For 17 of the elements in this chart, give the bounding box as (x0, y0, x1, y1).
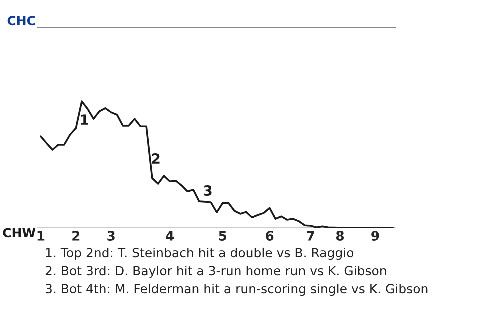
text: CHW (3, 228, 36, 238)
x-tick-label: 2 (72, 231, 80, 241)
text: CHC (8, 16, 36, 26)
x-tick-label: 4 (166, 231, 174, 241)
text: 2. Bot 3rd: D. Baylor hit a 3-run home run vs K. Gibson (46, 266, 386, 278)
x-tick-label: 3 (108, 231, 115, 241)
annotation: 3 (204, 186, 212, 196)
x-tick-label: 6 (266, 231, 274, 241)
text: 3. Bot 4th: M. Felderman hit a run-scoring single vs K. Gibson (46, 284, 428, 296)
x-tick-label: 1 (38, 231, 45, 241)
text: 1. Top 2nd: T. Steinbach hit a double vs B. Raggio (46, 248, 354, 260)
x-tick-label: 5 (219, 231, 227, 241)
x-tick-label: 8 (336, 231, 344, 241)
annotation: 2 (152, 154, 160, 164)
x-tick-label: 7 (307, 231, 314, 241)
annotation: 1 (81, 114, 88, 125)
x-tick-label: 9 (372, 231, 380, 241)
